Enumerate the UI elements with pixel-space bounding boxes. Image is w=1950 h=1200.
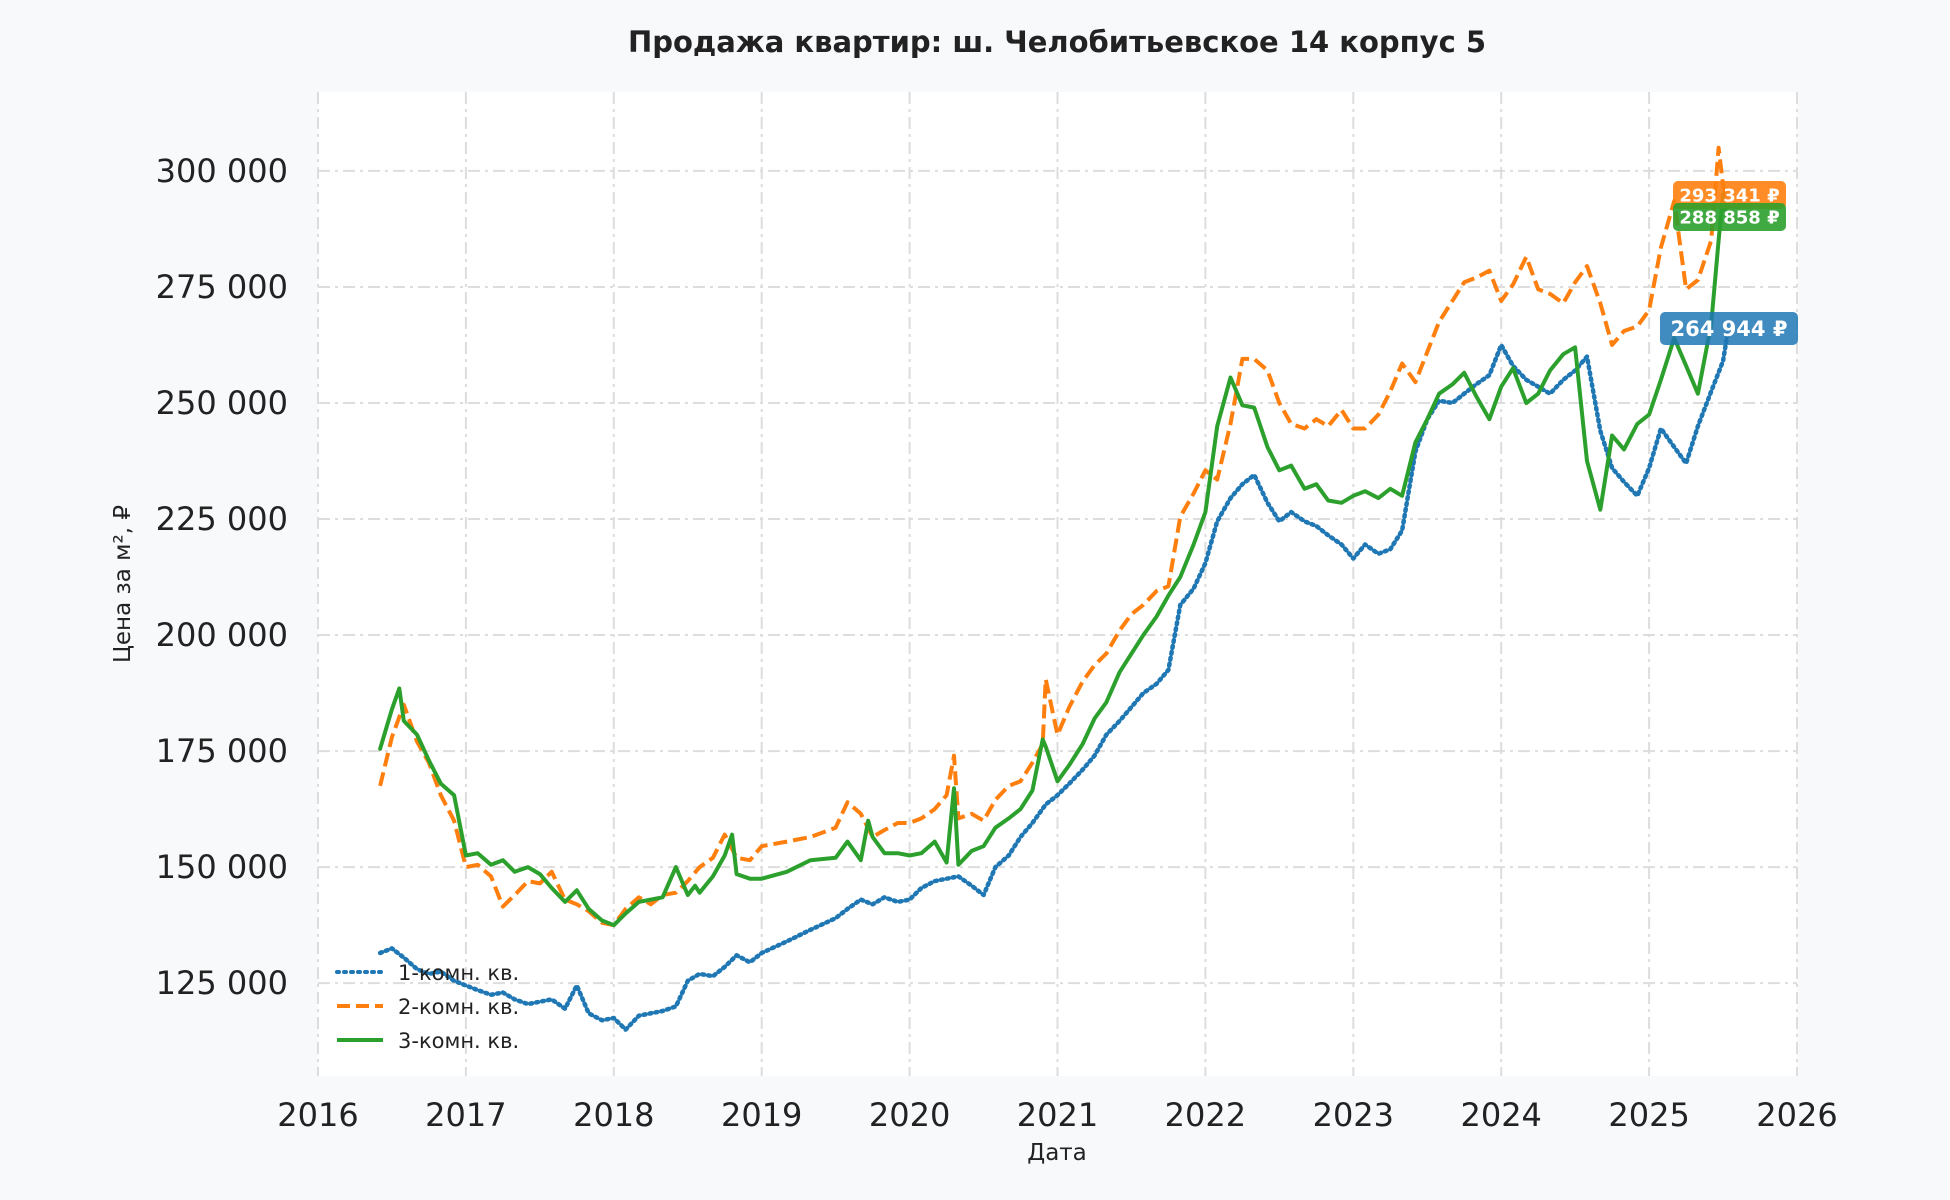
series-lines xyxy=(377,145,1730,1032)
y-tick-label: 200 000 xyxy=(156,616,288,654)
legend-label-2room: 2-комн. кв. xyxy=(398,995,519,1019)
legend-label-1room: 1-комн. кв. xyxy=(398,961,519,985)
y-tick-label: 125 000 xyxy=(156,964,288,1002)
x-tick-label: 2026 xyxy=(1756,1096,1837,1134)
x-axis-title: Дата xyxy=(1027,1140,1087,1166)
chart-title: Продажа квартир: ш. Челобитьевское 14 ко… xyxy=(628,25,1486,59)
y-tick-label: 275 000 xyxy=(156,268,288,306)
y-tick-label: 225 000 xyxy=(156,500,288,538)
series-line-1room xyxy=(377,331,1730,1032)
y-tick-label: 250 000 xyxy=(156,384,288,422)
x-tick-label: 2023 xyxy=(1313,1096,1394,1134)
value-badge xyxy=(1673,203,1786,231)
y-tick-label: 300 000 xyxy=(156,152,288,190)
y-axis-title: Цена за м², ₽ xyxy=(110,505,136,663)
y-tick-label: 150 000 xyxy=(156,848,288,886)
x-tick-label: 2018 xyxy=(573,1096,654,1134)
value-badge-label: 293 341 ₽ xyxy=(1679,185,1779,206)
x-tick-label: 2016 xyxy=(277,1096,358,1134)
series-line-3room xyxy=(378,192,1730,928)
x-tick-label: 2021 xyxy=(1017,1096,1098,1134)
x-tick-label: 2017 xyxy=(425,1096,506,1134)
last-value-badges: 293 341 ₽288 858 ₽ 264 944 ₽ xyxy=(1660,181,1798,345)
x-tick-label: 2019 xyxy=(721,1096,802,1134)
value-badge-label: 264 944 ₽ xyxy=(1671,317,1788,341)
y-tick-label: 175 000 xyxy=(156,732,288,770)
grid xyxy=(317,92,1798,1076)
legend: 1-комн. кв. 2-комн. кв. 3-комн. кв. xyxy=(335,961,519,1053)
value-badge xyxy=(1673,181,1786,209)
x-tick-label: 2020 xyxy=(869,1096,950,1134)
value-badge-label: 288 858 ₽ xyxy=(1679,207,1779,228)
x-tick-label: 2025 xyxy=(1608,1096,1689,1134)
x-tick-label: 2022 xyxy=(1165,1096,1246,1134)
x-tick-label: 2024 xyxy=(1460,1096,1541,1134)
legend-label-3room: 3-комн. кв. xyxy=(398,1029,519,1053)
value-badge xyxy=(1660,312,1798,345)
axis-ticks: 2016 2017 2018 2019 2020 2021 2022 2023 2024 2025… xyxy=(156,152,1838,1134)
